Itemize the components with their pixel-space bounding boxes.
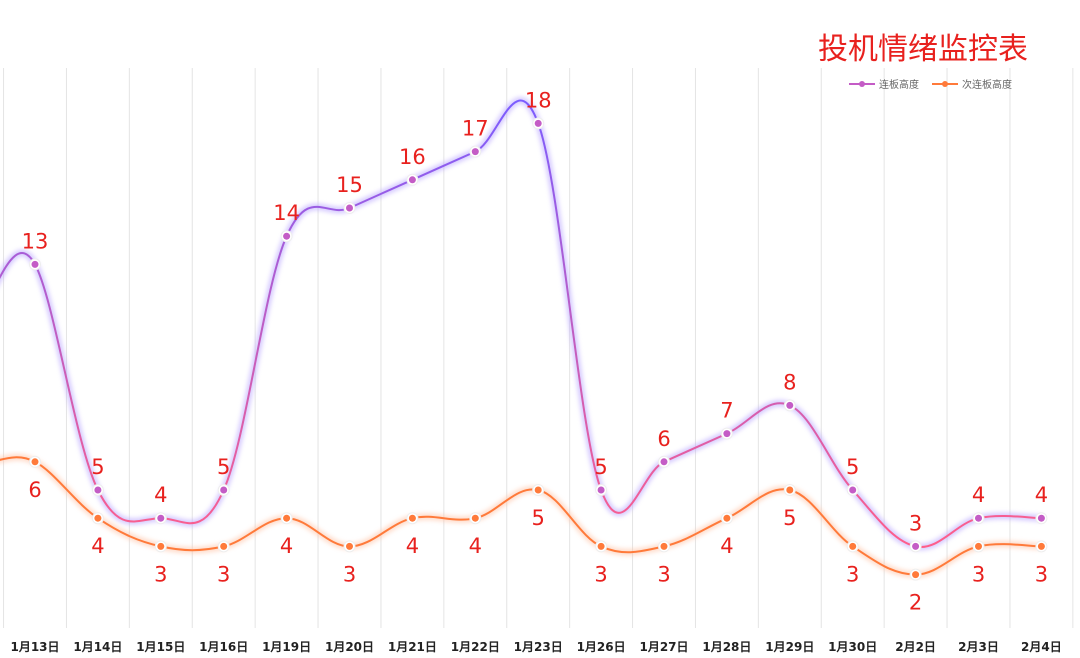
data-point bbox=[94, 514, 102, 522]
x-tick-label: 2月4日 bbox=[1021, 640, 1062, 654]
data-point bbox=[723, 430, 731, 438]
data-point bbox=[471, 514, 479, 522]
x-tick-label: 2月3日 bbox=[958, 640, 999, 654]
x-tick-label: 1月22日 bbox=[451, 640, 500, 654]
data-point bbox=[912, 542, 920, 550]
data-point bbox=[1037, 514, 1045, 522]
data-point bbox=[786, 486, 794, 494]
x-tick-label: 1月27日 bbox=[639, 640, 688, 654]
legend-label: 连板高度 bbox=[879, 78, 919, 91]
data-label: 17 bbox=[462, 117, 489, 141]
x-tick-label: 1月15日 bbox=[136, 640, 185, 654]
data-label: 6 bbox=[657, 427, 670, 451]
x-tick-label: 1月21日 bbox=[388, 640, 437, 654]
data-point bbox=[660, 542, 668, 550]
data-label: 3 bbox=[154, 562, 167, 586]
data-label: 4 bbox=[91, 534, 104, 558]
data-point bbox=[408, 176, 416, 184]
x-tick-label: 2月2日 bbox=[895, 640, 936, 654]
series-glow bbox=[0, 97, 1042, 551]
data-label: 14 bbox=[273, 201, 300, 225]
x-tick-label: 1月13日 bbox=[10, 640, 59, 654]
data-point bbox=[849, 486, 857, 494]
data-label: 5 bbox=[532, 506, 545, 530]
x-tick-label: 1月19日 bbox=[262, 640, 311, 654]
data-label: 5 bbox=[846, 455, 859, 479]
data-label: 4 bbox=[406, 534, 419, 558]
data-point bbox=[534, 486, 542, 494]
legend-label: 次连板高度 bbox=[962, 78, 1012, 91]
data-label: 3 bbox=[1035, 562, 1048, 586]
data-label: 3 bbox=[594, 562, 607, 586]
data-label: 4 bbox=[720, 534, 733, 558]
legend-swatch-point bbox=[942, 81, 948, 87]
data-point bbox=[346, 204, 353, 212]
data-label: 4 bbox=[1035, 483, 1048, 507]
data-label: 5 bbox=[217, 455, 230, 479]
data-label: 2 bbox=[909, 591, 922, 615]
data-point bbox=[31, 260, 39, 268]
data-label: 3 bbox=[343, 562, 356, 586]
data-label: 4 bbox=[469, 534, 482, 558]
x-tick-label: 1月28日 bbox=[702, 640, 751, 654]
chart-title: 投机情绪监控表 bbox=[818, 32, 1028, 67]
data-point bbox=[283, 514, 291, 522]
legend-swatch-point bbox=[859, 81, 865, 87]
data-point bbox=[912, 571, 920, 579]
data-point bbox=[660, 458, 668, 466]
data-point bbox=[94, 486, 102, 494]
data-label: 5 bbox=[594, 455, 607, 479]
x-tick-label: 1月26日 bbox=[577, 640, 626, 654]
data-point bbox=[786, 401, 794, 409]
series-line bbox=[0, 99, 1042, 548]
data-label: 4 bbox=[280, 534, 293, 558]
data-label: 13 bbox=[22, 229, 49, 253]
data-point bbox=[471, 148, 479, 156]
data-point bbox=[1037, 542, 1045, 550]
data-point bbox=[849, 542, 857, 550]
data-point bbox=[597, 486, 605, 494]
x-tick-label: 1月30日 bbox=[828, 640, 877, 654]
data-label: 16 bbox=[399, 145, 426, 169]
x-tick-label: 1月16日 bbox=[199, 640, 248, 654]
data-label: 4 bbox=[972, 483, 985, 507]
data-label: 8 bbox=[783, 370, 796, 394]
data-label: 5 bbox=[783, 506, 796, 530]
data-point bbox=[723, 514, 731, 522]
data-label: 7 bbox=[720, 399, 733, 423]
data-point bbox=[597, 542, 605, 550]
x-tick-label: 1月29日 bbox=[765, 640, 814, 654]
data-label: 6 bbox=[28, 478, 41, 502]
x-tick-label: 1月23日 bbox=[514, 640, 563, 654]
data-point bbox=[975, 514, 982, 522]
data-label: 4 bbox=[154, 483, 167, 507]
data-label: 3 bbox=[846, 562, 859, 586]
data-label: 5 bbox=[91, 455, 104, 479]
data-point bbox=[283, 232, 291, 240]
x-tick-label: 1月20日 bbox=[325, 640, 374, 654]
data-point bbox=[157, 514, 165, 522]
data-point bbox=[157, 542, 165, 550]
data-point bbox=[220, 542, 228, 550]
data-point bbox=[975, 542, 982, 550]
data-point bbox=[220, 486, 228, 494]
data-label: 15 bbox=[336, 173, 363, 197]
data-label: 18 bbox=[525, 88, 552, 112]
data-point bbox=[408, 514, 416, 522]
data-label: 3 bbox=[972, 562, 985, 586]
data-label: 3 bbox=[217, 562, 230, 586]
data-point bbox=[534, 119, 542, 127]
data-point bbox=[31, 458, 39, 466]
data-label: 3 bbox=[657, 562, 670, 586]
x-tick-label: 1月14日 bbox=[73, 640, 122, 654]
data-point bbox=[346, 542, 353, 550]
data-label: 3 bbox=[909, 511, 922, 535]
